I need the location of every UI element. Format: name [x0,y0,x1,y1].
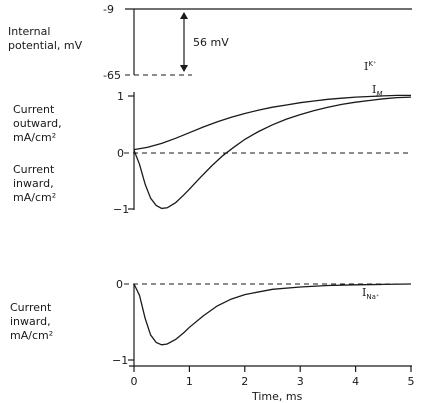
outward-label-line-1: Current [13,103,55,116]
current-tick-0: 0 [117,147,124,160]
inward-label-line-2: inward, [13,177,54,190]
sodium-tick-minus-1: −1 [112,354,128,367]
voltage-ylabel-line-2: potential, mV [8,39,83,52]
sodium-ylabel-line-2: inward, [10,315,51,328]
ik-series-label: IK⁺ [364,60,377,73]
current-panel: Current outward, mA/cm² Current inward, … [13,60,412,216]
time-tick-label: 1 [186,375,193,388]
time-tick-label: 3 [297,375,304,388]
time-tick-label: 5 [408,375,415,388]
dimension-arrow-down [180,65,188,72]
voltage-ylabel-line-1: Internal [8,25,50,38]
time-axis-label: Time, ms [251,390,303,403]
sodium-tick-0: 0 [116,278,123,291]
voltage-annotation: 56 mV [193,36,229,49]
current-tick-minus-1: −1 [113,203,129,216]
current-tick-1: 1 [117,90,124,103]
time-tick-label: 4 [352,375,359,388]
inward-label-line-1: Current [13,163,55,176]
sodium-ylabel-line-3: mA/cm² [10,329,53,342]
ik-curve [133,94,411,151]
voltage-tick-top: -9 [103,3,114,16]
ina-curve [133,283,412,346]
dimension-arrow-up [180,12,188,19]
outward-label-line-2: outward, [13,117,62,130]
outward-label-line-3: mA/cm² [13,131,56,144]
im-curve [133,96,412,210]
im-series-label: IM [372,83,382,98]
time-ticks: 0 1 2 3 4 5 [131,366,415,388]
inward-label-line-3: mA/cm² [13,191,56,204]
ina-series-label: INa⁺ [362,286,380,301]
voltage-tick-bottom: -65 [103,69,121,82]
time-tick-label: 2 [241,375,248,388]
voltage-panel: Internal potential, mV -9 -65 56 mV [8,3,412,82]
time-tick-label: 0 [131,375,138,388]
sodium-ylabel-line-1: Current [10,301,52,314]
